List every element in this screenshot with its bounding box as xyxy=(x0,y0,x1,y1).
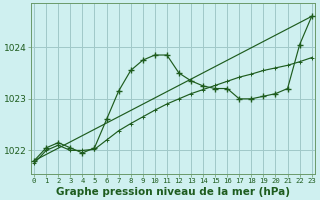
X-axis label: Graphe pression niveau de la mer (hPa): Graphe pression niveau de la mer (hPa) xyxy=(56,187,290,197)
